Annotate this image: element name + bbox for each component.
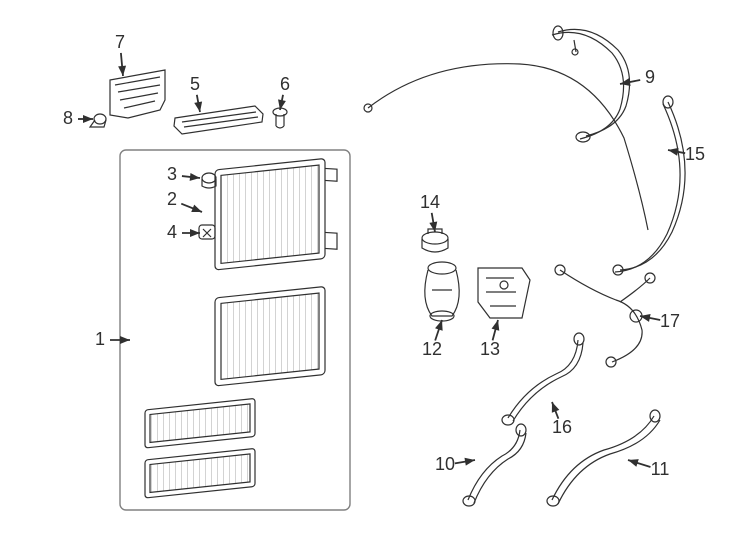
callout-15: 15 <box>668 144 705 164</box>
callout-7: 7 <box>115 32 126 76</box>
callout-label-12: 12 <box>422 339 442 359</box>
callout-label-11: 11 <box>651 459 670 479</box>
callout-label-10: 10 <box>435 454 455 474</box>
part-radiator-secondary <box>215 286 325 386</box>
callout-label-7: 7 <box>115 32 125 52</box>
part-coolant-reservoir <box>425 262 459 321</box>
callout-label-3: 3 <box>167 164 177 184</box>
callout-label-14: 14 <box>420 192 440 212</box>
part-aux-cooler-b <box>145 448 255 498</box>
callout-5: 5 <box>190 74 202 112</box>
part-aux-cooler-a <box>145 398 255 448</box>
callout-13: 13 <box>480 320 500 359</box>
callout-label-17: 17 <box>660 311 680 331</box>
callout-14: 14 <box>420 192 440 232</box>
callout-2: 2 <box>167 189 202 212</box>
callout-17: 17 <box>640 311 680 331</box>
part-hose-10 <box>463 424 526 506</box>
callout-label-16: 16 <box>552 417 572 437</box>
part-radiator-main <box>215 157 337 270</box>
callout-11: 11 <box>628 459 669 479</box>
callout-label-9: 9 <box>645 67 655 87</box>
callout-6: 6 <box>278 74 290 110</box>
callout-label-1: 1 <box>95 329 105 349</box>
part-bolt-6 <box>273 108 287 128</box>
callout-label-15: 15 <box>685 144 705 164</box>
callout-label-8: 8 <box>63 108 73 128</box>
part-hose-16 <box>502 333 584 425</box>
callout-3: 3 <box>167 164 200 184</box>
part-hose-15 <box>613 96 685 275</box>
callout-label-5: 5 <box>190 74 200 94</box>
callout-12: 12 <box>422 320 443 359</box>
part-reservoir-cap <box>422 229 448 252</box>
part-isolator-4 <box>199 225 215 239</box>
part-overflow-line <box>364 64 648 230</box>
part-drain-plug <box>202 173 216 188</box>
callout-label-13: 13 <box>480 339 500 359</box>
part-upper-hose <box>552 26 630 142</box>
callout-4: 4 <box>167 222 200 242</box>
callout-label-2: 2 <box>167 189 177 209</box>
part-clip-8 <box>90 114 106 127</box>
part-deflector-plate <box>174 106 263 134</box>
callout-label-4: 4 <box>167 222 177 242</box>
callout-1: 1 <box>95 329 130 349</box>
part-air-guide-panel <box>110 70 165 118</box>
part-reservoir-bracket <box>478 268 530 318</box>
callout-16: 16 <box>552 402 572 437</box>
callout-label-6: 6 <box>280 74 290 94</box>
callout-8: 8 <box>63 108 93 128</box>
callout-10: 10 <box>435 454 475 474</box>
